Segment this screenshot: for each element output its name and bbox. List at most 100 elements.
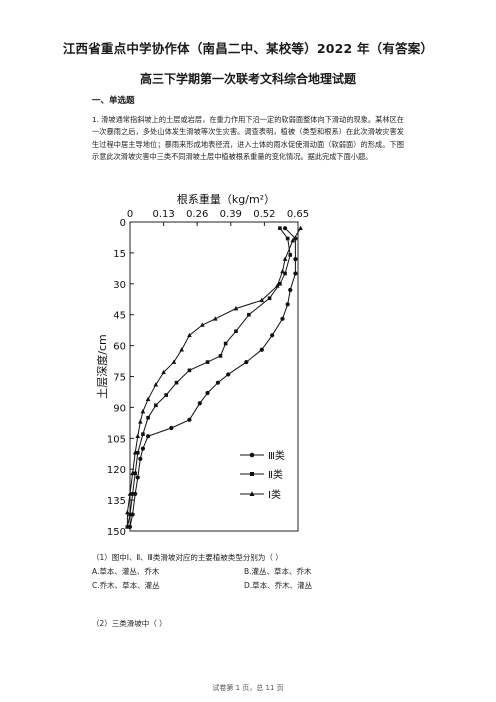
data-point [130,470,135,476]
option-a: A.草本、灌丛、乔木 [92,567,160,576]
y-tick-label: 150 [107,527,126,538]
data-point [275,283,280,288]
data-point [259,347,264,352]
data-point [179,347,184,352]
data-point [140,408,146,414]
y-tick-label: 15 [113,249,126,260]
data-point [135,433,141,439]
y-tick-label: 90 [113,403,126,414]
data-point [283,271,287,276]
data-point [270,333,275,338]
data-point [138,456,143,461]
x-tick-label: 0.26 [186,209,208,220]
data-point [226,372,231,377]
y-tick-label: 120 [107,465,126,476]
data-point [278,226,282,230]
y-tick-label: 0 [120,218,126,229]
data-point [298,225,303,230]
chart-title: 根系重量（kg/m²） [177,192,275,206]
x-tick-label: 0.39 [220,209,242,220]
y-tick-label: 135 [107,496,126,507]
data-point [187,417,192,422]
data-point [293,256,298,262]
data-point [212,316,218,321]
data-point [127,491,133,496]
x-tick-label: 0.52 [253,209,275,220]
data-point [223,341,228,346]
data-point [133,471,137,476]
legend-marker [249,491,255,496]
x-tick-label: 0.13 [152,209,174,220]
legend-label: Ⅱ类 [268,468,283,481]
legend-label: Ⅲ类 [268,449,285,462]
document-title: 江西省重点中学协作体（南昌二中、某校等）2022 年（有答案） [62,41,434,56]
data-point [234,329,238,333]
data-point [130,492,135,496]
data-point [135,475,140,480]
y-axis-label: 土层深度/cm [95,334,109,398]
data-point [259,297,265,303]
data-point [244,359,249,365]
page-footer: 试卷第 1 页，总 11 页 [212,684,284,692]
data-point [132,450,138,455]
data-point [293,271,298,276]
data-point [145,396,151,401]
document-subtitle: 高三下学期第一次联考文科综合地理试题 [139,72,356,86]
data-point [205,390,210,396]
series-line-1 [129,227,296,528]
y-tick-label: 75 [113,373,126,384]
x-tick-label: 0.65 [287,209,309,220]
question-text: 1. 滑坡通常指斜坡上的土层或岩层，在重力作用下沿一定的软弱面整体向下滑动的现象… [92,115,404,161]
data-point [233,305,239,311]
y-tick-label: 30 [113,280,126,291]
section-heading: 一、单选题 [92,96,135,106]
sub-question-2: （2）三类滑坡中（ ） [92,619,167,628]
data-point [247,312,251,317]
data-point [197,401,202,406]
y-tick-label: 60 [113,342,126,353]
data-point [154,403,158,408]
data-point [141,432,145,436]
data-point [285,302,290,307]
series-line-3 [126,227,302,527]
legend-label: Ⅰ类 [268,488,281,501]
data-point [164,393,168,397]
data-point [174,380,179,385]
data-point [153,382,159,387]
data-point [135,450,140,455]
data-point [146,415,150,420]
data-point [290,237,296,243]
x-tick-label: 0 [127,209,133,220]
legend-marker [250,472,254,476]
data-point [280,316,285,321]
data-point [267,296,272,301]
option-d: D.草本、乔木、灌丛 [244,581,313,590]
data-point [125,524,130,529]
sub-question-1: （1）图中Ⅰ、Ⅱ、Ⅲ类滑坡对应的主要植被类型分别为（ ） [92,553,283,562]
data-point [169,425,174,431]
data-point [140,446,146,451]
data-point [187,332,192,338]
data-point [128,512,132,517]
data-point [125,509,130,515]
data-point [138,419,143,424]
y-tick-label: 45 [113,311,126,322]
legend-marker [249,452,255,458]
data-point [288,253,293,257]
option-b: B.灌丛、草本、乔木 [244,567,312,576]
y-tick-label: 105 [107,434,126,445]
data-point [145,434,151,439]
data-point [161,369,166,375]
data-point [280,268,285,274]
data-point [215,380,220,385]
data-point [278,282,282,286]
data-point [282,226,288,231]
data-point [171,359,177,364]
data-point [187,368,192,373]
series-line-2 [126,227,291,528]
option-c: C.乔木、草本、灌丛 [92,581,160,590]
plot-frame [129,221,299,532]
data-point [205,360,210,364]
data-point [288,287,293,293]
